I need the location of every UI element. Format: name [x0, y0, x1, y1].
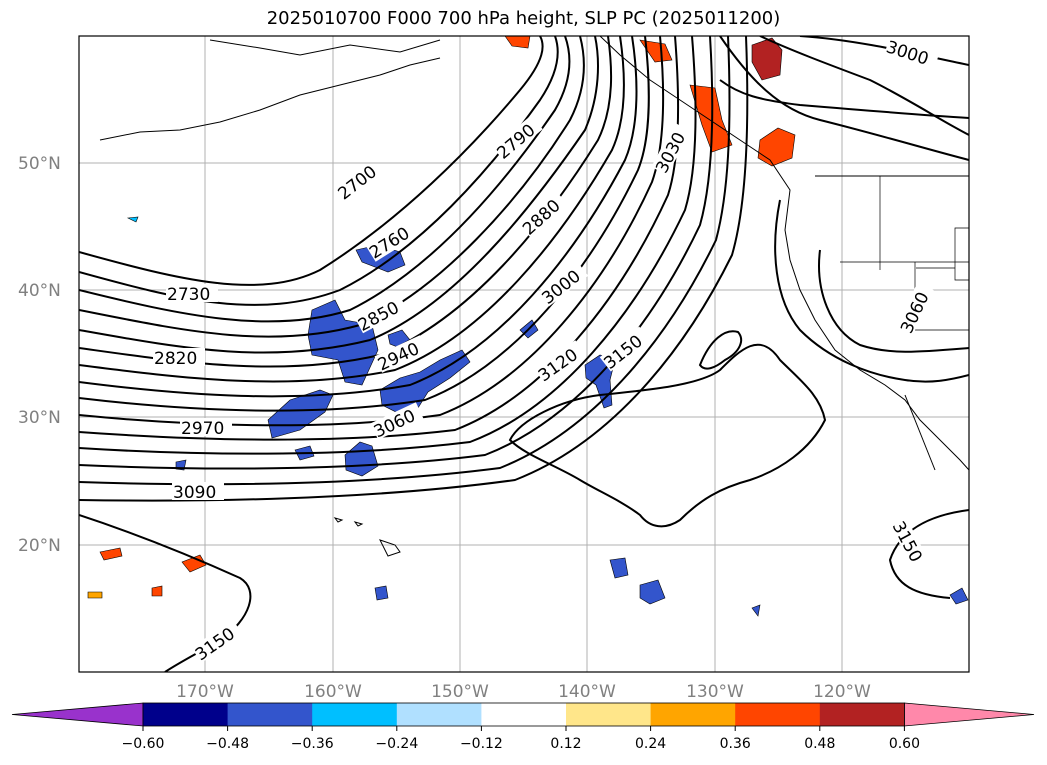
positive-anomaly [757, 127, 796, 167]
hawaii-islands [333, 517, 401, 557]
contour-3150-closed [508, 343, 827, 528]
map-title: 2025010700 F000 700 hPa height, SLP PC (… [266, 8, 781, 29]
contour [79, 36, 571, 323]
negative-anomaly-weak [126, 216, 139, 223]
lon-labels: 170°W 160°W 150°W 140°W 130°W 120°W [176, 682, 871, 702]
contour [79, 36, 638, 398]
positive-anomaly [689, 84, 733, 153]
contour [79, 36, 544, 286]
contour-3060-coast [774, 199, 969, 383]
contour [79, 36, 731, 486]
negative-anomaly [751, 604, 761, 617]
contour [79, 36, 749, 502]
colorbar-tick-label: −0.60 [122, 736, 165, 752]
contour-ne2 [719, 79, 969, 119]
contour-3150-se [888, 509, 969, 599]
contour-label: 3090 [173, 483, 216, 503]
colorbar-segment [143, 703, 229, 726]
colorbar-segment [227, 703, 313, 726]
colorbar-tick-label: 0.36 [720, 736, 751, 752]
shaded-anomalies [87, 36, 969, 617]
contour [79, 36, 650, 412]
contour-small-closed [698, 330, 743, 370]
contour [79, 36, 714, 470]
contour-3060-inner [818, 249, 969, 353]
lon-label: 130°W [686, 682, 744, 702]
contour [79, 36, 625, 383]
positive-anomaly [151, 585, 163, 597]
colorbar-segment [819, 703, 905, 726]
colorbar-tick-label: 0.60 [889, 736, 920, 752]
coastline-alaska [209, 39, 441, 56]
contour [79, 36, 697, 455]
colorbar-tick-label: 0.48 [804, 736, 835, 752]
lat-labels: 50°N 40°N 30°N 20°N [18, 154, 61, 556]
positive-anomaly [504, 36, 531, 49]
colorbar: −0.60 −0.48 −0.36 −0.24 −0.12 0.12 0.24 0.36 0.4… [11, 702, 1035, 752]
colorbar-segment [566, 703, 652, 726]
contour-label: 2730 [167, 285, 210, 305]
positive-anomaly-weak [87, 591, 103, 599]
positive-anomaly-strong [751, 37, 783, 81]
colorbar-segment [650, 703, 736, 726]
colorbar-segment [396, 703, 482, 726]
lon-label: 120°W [813, 682, 871, 702]
colorbar-tick-label: 0.24 [635, 736, 666, 752]
lat-label: 40°N [18, 281, 61, 301]
coastline-aleutians [99, 57, 441, 141]
contour [79, 36, 613, 368]
contour-label: 2970 [181, 419, 224, 439]
contour-ne [719, 36, 969, 161]
coastlines [99, 36, 969, 557]
map-frame [78, 35, 970, 673]
colorbar-extend-max [904, 702, 1035, 727]
negative-anomaly [949, 587, 969, 605]
lat-label: 20°N [18, 536, 61, 556]
coastline-north-america [599, 36, 969, 471]
lat-label: 30°N [18, 408, 61, 428]
colorbar-tick-label: −0.36 [291, 736, 334, 752]
colorbar-segment [312, 703, 398, 726]
colorbar-tick-label: −0.24 [375, 736, 418, 752]
colorbar-segment [735, 703, 821, 726]
contour-label: 2820 [154, 349, 197, 369]
lon-label: 160°W [304, 682, 362, 702]
negative-anomaly [374, 585, 389, 601]
lon-label: 150°W [431, 682, 489, 702]
contour [79, 36, 585, 338]
positive-anomaly [639, 39, 673, 63]
colorbar-tick-label: 0.12 [550, 736, 581, 752]
negative-anomaly [609, 557, 629, 579]
negative-anomaly [639, 579, 666, 605]
lat-label: 50°N [18, 154, 61, 174]
lon-label: 140°W [558, 682, 616, 702]
positive-anomaly [99, 547, 123, 561]
contour-3000-ne [759, 36, 969, 136]
coastline-baja [904, 394, 936, 471]
colorbar-extend-min [11, 702, 144, 727]
colorbar-tick-label: −0.12 [460, 736, 503, 752]
colorbar-tick-label: −0.48 [206, 736, 249, 752]
colorbar-frame [142, 702, 905, 727]
colorbar-segment [481, 703, 567, 726]
lon-label: 170°W [176, 682, 234, 702]
